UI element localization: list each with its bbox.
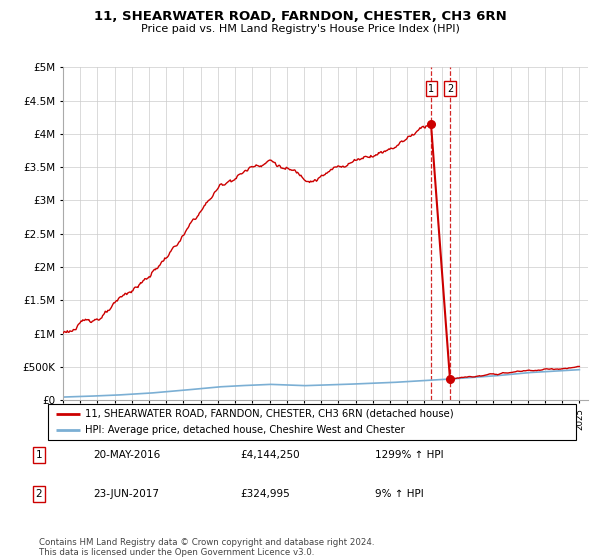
Text: 20-MAY-2016: 20-MAY-2016	[93, 450, 160, 460]
Text: 11, SHEARWATER ROAD, FARNDON, CHESTER, CH3 6RN (detached house): 11, SHEARWATER ROAD, FARNDON, CHESTER, C…	[85, 409, 454, 419]
Text: 2: 2	[447, 83, 453, 94]
Text: £324,995: £324,995	[240, 489, 290, 499]
Text: Contains HM Land Registry data © Crown copyright and database right 2024.
This d: Contains HM Land Registry data © Crown c…	[39, 538, 374, 557]
Text: 11, SHEARWATER ROAD, FARNDON, CHESTER, CH3 6RN: 11, SHEARWATER ROAD, FARNDON, CHESTER, C…	[94, 10, 506, 23]
Text: 1299% ↑ HPI: 1299% ↑ HPI	[375, 450, 443, 460]
Text: 1: 1	[35, 450, 43, 460]
Text: Price paid vs. HM Land Registry's House Price Index (HPI): Price paid vs. HM Land Registry's House …	[140, 24, 460, 34]
FancyBboxPatch shape	[48, 404, 576, 440]
Text: 1: 1	[428, 83, 434, 94]
Text: £4,144,250: £4,144,250	[240, 450, 299, 460]
Text: 23-JUN-2017: 23-JUN-2017	[93, 489, 159, 499]
Text: 2: 2	[35, 489, 43, 499]
Text: HPI: Average price, detached house, Cheshire West and Chester: HPI: Average price, detached house, Ches…	[85, 425, 405, 435]
Text: 9% ↑ HPI: 9% ↑ HPI	[375, 489, 424, 499]
